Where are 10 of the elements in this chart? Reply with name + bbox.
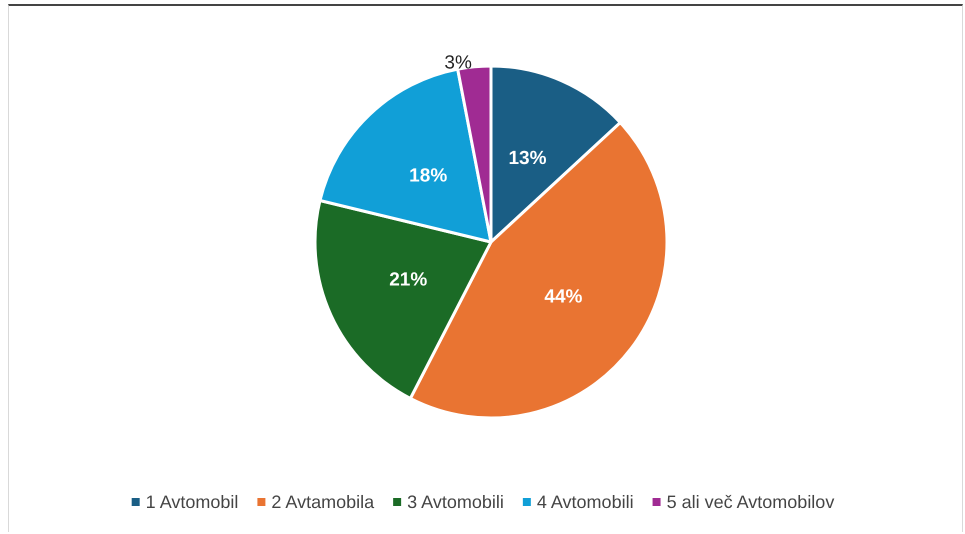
legend-label: 5 ali več Avtomobilov (666, 492, 834, 512)
data-label: 13% (508, 148, 547, 170)
data-label: 18% (409, 166, 448, 187)
legend-label: 3 Avtomobili (407, 492, 504, 512)
legend-label: 4 Avtomobili (536, 492, 634, 512)
legend-label: 1 Avtomobil (146, 492, 238, 512)
data-label: 21% (389, 269, 428, 290)
data-label: 44% (544, 286, 583, 308)
legend-label: 2 Avtamobila (271, 492, 376, 512)
data-label: 3% (444, 52, 472, 74)
